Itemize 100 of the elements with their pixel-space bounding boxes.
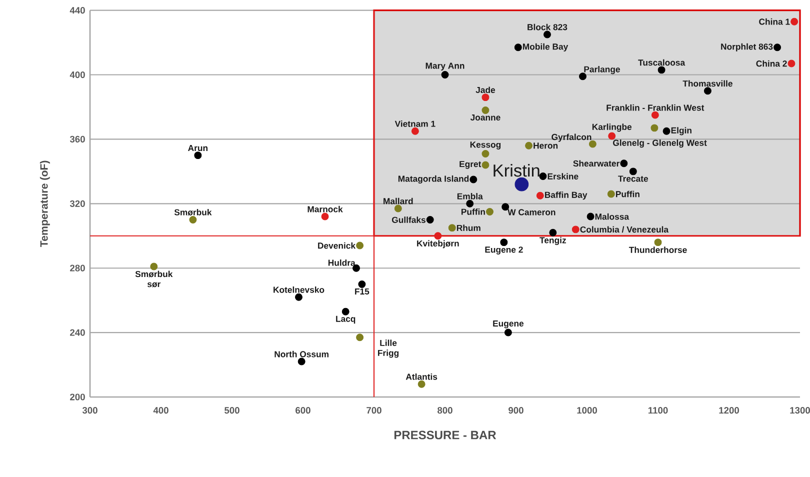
annotation: Smørbuk (174, 208, 212, 216)
annotation: Elgin (671, 127, 692, 136)
annotation: Lille Frigg (378, 340, 399, 358)
annotation: Erskine (548, 173, 578, 180)
x-tick-label: 1000 (577, 407, 597, 414)
point (549, 228, 557, 236)
annotation: Vietnam 1 (394, 120, 436, 127)
point (572, 226, 580, 234)
point (620, 160, 628, 168)
point (607, 190, 615, 198)
annotation: Smørbuk sør (135, 270, 173, 288)
annotation: Kessog (470, 142, 501, 150)
annotation: W Cameron (508, 209, 556, 216)
point (321, 212, 329, 220)
annotation: Kvitebjørn (417, 240, 459, 248)
point (486, 208, 494, 216)
point (514, 177, 529, 192)
x-tick-label: 500 (224, 407, 240, 414)
y-tick-label: 360 (70, 136, 85, 143)
x-tick-label: 1100 (648, 407, 668, 414)
annotation: Columbia / Venezeula (580, 226, 669, 233)
point (441, 71, 449, 79)
annotation: Gyrfalcon (552, 134, 592, 142)
point (434, 232, 442, 240)
annotation: Puffin (462, 208, 485, 215)
y-tick-label: 240 (70, 329, 85, 336)
point (650, 124, 658, 132)
annotation: Huldra (328, 259, 356, 266)
annotation: Egret (460, 161, 482, 169)
point (411, 127, 419, 135)
annotation: Gullfaks (392, 216, 426, 223)
annotation: Arun (188, 145, 208, 152)
point (608, 132, 616, 140)
annotation: Devenick (318, 242, 356, 249)
y-tick-label: 440 (70, 7, 85, 14)
point (588, 140, 596, 148)
annotation: Block 823 (528, 24, 568, 30)
point (482, 106, 490, 114)
point (539, 172, 547, 180)
annotation: Trecate (618, 176, 648, 182)
point (356, 242, 364, 250)
y-tick-label: 320 (70, 200, 85, 207)
annotation: Kotelnevsko (274, 286, 324, 293)
annotation: Rhum (456, 224, 480, 232)
point (470, 176, 478, 184)
annotation: Joanne (470, 114, 500, 121)
point (356, 334, 364, 342)
point (482, 94, 490, 102)
x-tick-label: 600 (296, 407, 310, 414)
annotation: Tuscaloosa (638, 59, 686, 66)
annotation: Parlange (584, 66, 620, 74)
point (544, 30, 551, 38)
x-tick-label: 700 (366, 407, 382, 414)
point (448, 224, 456, 232)
annotation: Jade (476, 86, 496, 94)
annotation: Marnock (308, 206, 343, 212)
annotation: F15 (355, 288, 370, 295)
point (466, 200, 474, 208)
annotation: Glenelg - Glenelg West (613, 140, 707, 148)
annotation: Franklin - Franklin West (606, 104, 704, 111)
y-tick-label: 280 (70, 264, 85, 272)
point (194, 152, 202, 160)
point (418, 380, 426, 388)
annotation: Kristin (494, 164, 540, 177)
point (514, 44, 522, 52)
y-tick-label: 400 (70, 71, 85, 78)
point (150, 262, 158, 270)
point (790, 18, 798, 26)
point (502, 203, 510, 211)
annotation: Heron (534, 142, 558, 149)
annotation: Lacq (336, 316, 356, 324)
point (482, 161, 490, 169)
point (342, 308, 350, 316)
annotation: Tengiz (540, 236, 566, 246)
annotation: Matagorda Island (398, 175, 469, 184)
annotation: Norphlet 863 (721, 43, 773, 52)
point (774, 44, 782, 52)
point (504, 328, 512, 336)
point (654, 238, 662, 246)
annotation: Embla (457, 193, 483, 200)
point (358, 280, 366, 288)
point (788, 60, 796, 68)
point (662, 127, 670, 135)
annotation: Malossa (595, 213, 630, 220)
point (352, 264, 360, 272)
point (536, 192, 544, 200)
annotation: Atlantis (406, 373, 438, 380)
point (298, 358, 306, 366)
point (704, 87, 712, 95)
x-tick-label: 400 (153, 407, 168, 414)
annotation: North Ossum (274, 350, 328, 358)
point (500, 238, 508, 246)
annotation: Shearwater (573, 160, 620, 167)
point (525, 142, 533, 150)
annotation: Mallard (384, 198, 413, 204)
point (189, 216, 197, 224)
annotation: China 1 (759, 18, 790, 25)
point (629, 168, 637, 176)
point (295, 293, 302, 301)
point (394, 204, 402, 212)
